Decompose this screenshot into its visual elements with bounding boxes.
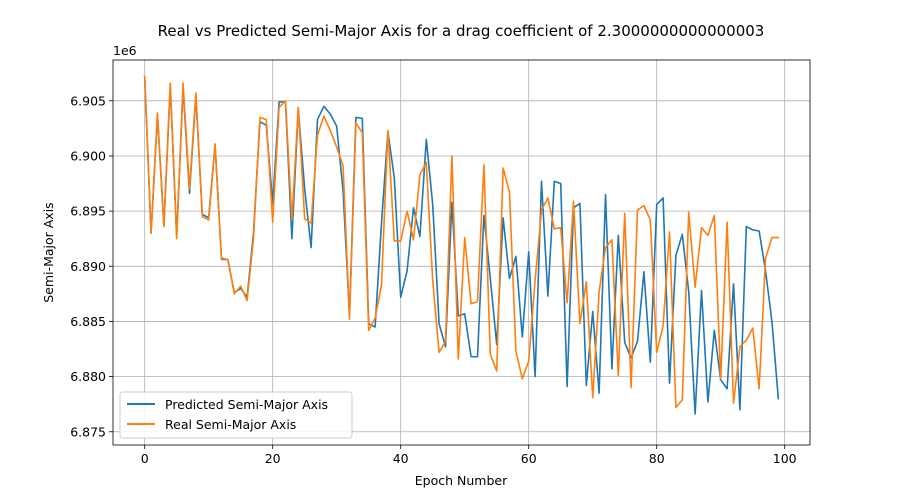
y-axis-label: Semi-Major Axis bbox=[41, 202, 56, 302]
series-layer bbox=[143, 75, 780, 415]
legend-label-predicted: Predicted Semi-Major Axis bbox=[165, 397, 328, 412]
x-tick-label: 60 bbox=[521, 451, 537, 466]
y-tick-label: 6.875 bbox=[70, 424, 106, 439]
x-tick-label: 80 bbox=[649, 451, 665, 466]
y-tick-label: 6.895 bbox=[70, 204, 106, 219]
x-tick-label: 100 bbox=[773, 451, 797, 466]
y-tick-label: 6.880 bbox=[70, 369, 106, 384]
y-tick-label: 6.905 bbox=[70, 93, 106, 108]
x-tick-label: 40 bbox=[393, 451, 409, 466]
y-tick-label: 6.885 bbox=[70, 314, 106, 329]
legend-label-real: Real Semi-Major Axis bbox=[165, 417, 296, 432]
y-offset-label: 1e6 bbox=[113, 43, 137, 58]
y-tick-label: 6.900 bbox=[70, 148, 106, 163]
plot-frame bbox=[112, 59, 811, 446]
series-line-real-semi-major-axis bbox=[143, 75, 780, 409]
chart-title: Real vs Predicted Semi-Major Axis for a … bbox=[158, 22, 765, 40]
y-tick-label: 6.890 bbox=[70, 259, 106, 274]
x-axis-label: Epoch Number bbox=[415, 473, 508, 488]
legend-box bbox=[119, 391, 353, 439]
x-tick-label: 0 bbox=[141, 451, 149, 466]
tick-layer: 0 20 40 60 80 100 6.875 6.880 6.885 6.890 6.895 6.9… bbox=[70, 93, 796, 466]
x-tick-label: 20 bbox=[265, 451, 281, 466]
legend: Predicted Semi-Major Axis Real Semi-Majo… bbox=[119, 391, 353, 439]
